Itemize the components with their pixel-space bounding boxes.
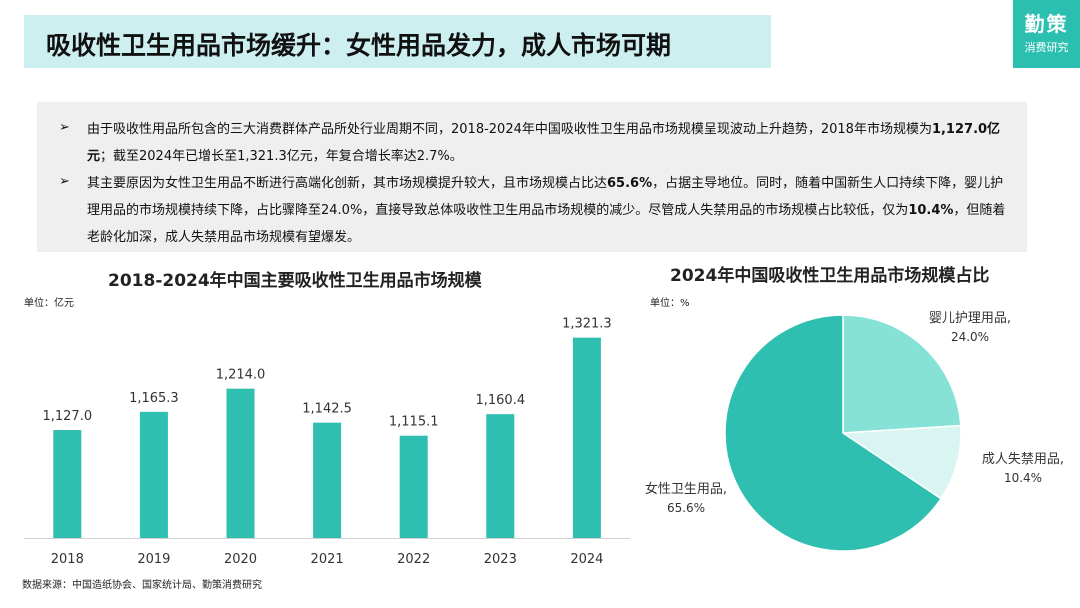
data-source-note: 数据来源：中国造纸协会、国家统计局、勤策消费研究	[22, 580, 262, 591]
pie-slice-value-label: 10.4%	[1004, 471, 1042, 485]
summary-paragraph-1: 由于吸收性用品所包含的三大消费群体产品所处行业周期不同，2018-2024年中国…	[87, 116, 1013, 170]
x-tick-label: 2022	[397, 552, 430, 567]
bar-value-label: 1,214.0	[216, 368, 266, 383]
pie-slice-name-label: 婴儿护理用品,	[929, 311, 1011, 326]
pie-slice-value-label: 24.0%	[951, 330, 989, 344]
brand-subtitle: 消费研究	[1024, 41, 1069, 54]
bar-value-label: 1,115.1	[389, 415, 439, 430]
summary-box: ➢ 由于吸收性用品所包含的三大消费群体产品所处行业周期不同，2018-2024年…	[37, 102, 1027, 252]
x-tick-label: 2023	[484, 552, 517, 567]
pie-slice-value-label: 65.6%	[667, 501, 705, 515]
bar-2021	[313, 422, 342, 538]
pie-chart: 婴儿护理用品, 24.0% 成人失禁用品, 10.4% 女性卫生用品, 65.6%	[645, 311, 1064, 552]
bar-chart-unit: 单位：亿元	[24, 298, 74, 309]
title-bar: 吸收性卫生用品市场缓升：女性用品发力，成人市场可期	[24, 15, 771, 68]
pie-slice-2	[724, 314, 943, 552]
summary-text: ，占据主导地位。同时，随着中国新生人口持续下降，婴儿护理用品的市场规模持续下降，…	[87, 176, 1004, 218]
summary-highlight: 1,127.0亿元	[87, 122, 1001, 164]
bar-2020	[226, 388, 255, 538]
pie-chart-title: 2024年中国吸收性卫生用品市场规模占比	[670, 266, 990, 286]
summary-highlight: 10.4%	[908, 203, 954, 218]
pie-slice-0	[842, 314, 962, 434]
brand-logo: 勤策 消费研究	[1013, 0, 1080, 68]
x-tick-label: 2018	[51, 552, 84, 567]
x-tick-label: 2024	[570, 552, 603, 567]
bar-value-label: 1,127.0	[42, 409, 92, 424]
bar-value-label: 1,321.3	[562, 317, 612, 332]
bar-2024	[572, 337, 601, 538]
bar-2019	[139, 411, 168, 538]
summary-text: ，但随着老龄化加深，成人失禁用品市场规模有望爆发。	[87, 203, 1006, 245]
summary-highlight: 65.6%	[607, 176, 653, 191]
bar-value-label: 1,165.3	[129, 391, 179, 406]
bar-chart-title: 2018-2024年中国主要吸收性卫生用品市场规模	[108, 271, 482, 291]
bar-chart: 1,127.0 2018 1,165.3 2019 1,214.0 2020 1,142.5…	[24, 317, 631, 567]
bar-value-label: 1,142.5	[302, 402, 352, 417]
brand-name: 勤策	[1024, 12, 1069, 36]
pie-slice-name-label: 成人失禁用品,	[982, 452, 1064, 467]
x-tick-label: 2021	[311, 552, 344, 567]
summary-text: 由于吸收性用品所包含的三大消费群体产品所处行业周期不同，2018-2024年中国…	[87, 122, 932, 137]
arrow-bullet-icon: ➢	[59, 120, 70, 135]
arrow-bullet-icon: ➢	[59, 174, 70, 189]
bar-2018	[53, 430, 82, 538]
summary-text: 其主要原因为女性卫生用品不断进行高端化创新，其市场规模提升较大，且市场规模占比达	[87, 176, 608, 191]
pie-slice-name-label: 女性卫生用品,	[645, 481, 727, 497]
pie-chart-unit: 单位：%	[650, 298, 690, 309]
summary-text: ；截至2024年已增长至1,321.3亿元，年复合增长率达2.7%。	[100, 149, 463, 164]
bar-2022	[399, 435, 428, 538]
bar-2023	[486, 414, 515, 538]
x-tick-label: 2019	[137, 552, 170, 567]
x-tick-label: 2020	[224, 552, 257, 567]
bar-value-label: 1,160.4	[475, 393, 525, 408]
pie-slice-1	[840, 424, 962, 500]
page-title: 吸收性卫生用品市场缓升：女性用品发力，成人市场可期	[46, 31, 672, 60]
summary-paragraph-2: 其主要原因为女性卫生用品不断进行高端化创新，其市场规模提升较大，且市场规模占比达…	[87, 170, 1013, 251]
